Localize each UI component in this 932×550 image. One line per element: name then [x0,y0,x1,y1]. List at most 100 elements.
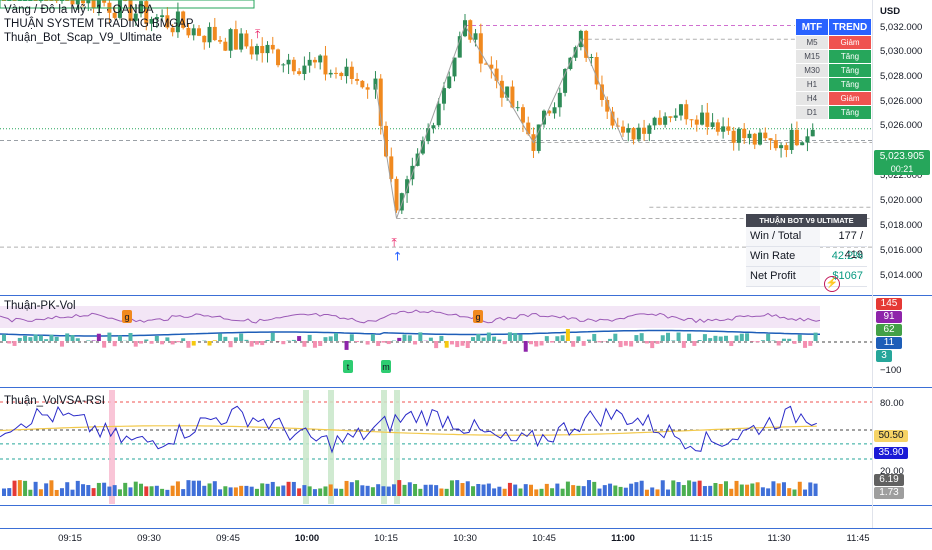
pk-volume-bar [413,341,418,345]
vsa-volume-bar [54,489,59,496]
lightning-icon[interactable]: ⚡ [824,276,840,292]
vsa-volume-bar [102,482,107,496]
pk-signal-label: g [124,312,129,322]
vsa-volume-bar [560,488,565,496]
pk-volume-bar [2,334,6,341]
candle-body [547,110,552,114]
candle-body [207,26,212,43]
candle-body [721,126,726,132]
candle-body [520,107,525,123]
pk-volume-bar [376,341,381,346]
pk-volume-bar [276,341,281,342]
symbol-title[interactable]: Vàng / Đô la Mỹ · 1 · OANDA [4,4,154,16]
vsa-volume-bar [355,480,360,496]
pk-volume-bar [692,341,697,346]
candle-body [710,122,715,127]
vsa-volume-bar [423,484,428,496]
rsi-highlight-zone [328,390,334,504]
vsa-volume-bar [581,486,586,496]
vsa-volume-bar [497,486,502,496]
pk-volume-bar [144,339,149,341]
pk-volume-bar [139,341,144,344]
candle-body [647,125,652,134]
time-tick: 09:30 [137,533,161,544]
pk-volume-bar [776,341,781,346]
pk-volume-bar [307,334,312,341]
candle-body [489,64,494,69]
pk-volume-bar [439,335,444,341]
net-profit-value: $1067 [832,270,863,282]
pk-volume-bar [797,334,802,341]
candle-body [494,68,499,81]
vsa-volume-bar [550,488,555,496]
vsa-volume-bar [49,480,54,496]
vsa-volume-bar [149,486,154,496]
candle-body [175,11,180,33]
candle-body [96,0,101,9]
mtf-tf: M30 [795,63,829,78]
currency-label[interactable]: USD [880,6,901,17]
pk-volume-bar [676,332,681,341]
pk-volume-bar [497,339,502,341]
candle-body [302,65,307,75]
vsa-volume-bar [376,484,381,496]
candle-body [678,104,683,116]
vsa-volume-bar [418,488,423,496]
candle-body [789,129,794,150]
vsa-volume-bar [228,487,233,496]
vsa-volume-bar [70,489,75,496]
candle-body [202,35,207,43]
candle-body [768,138,773,141]
candle-body [218,40,223,42]
pk-volume-bar [112,341,117,347]
pk-volume-bar [397,337,402,341]
candle-body [621,126,625,133]
candle-body [144,1,149,24]
vsa-volume-bar [644,489,649,496]
vsa-volume-bar [492,488,497,496]
candle-body [426,128,431,142]
vsa-volume-bar [565,481,570,496]
mtf-trend: Tăng [828,49,872,64]
pk-volume-bar [697,340,702,341]
pk-volume-bar [571,341,576,347]
pk-volume-bar [465,341,470,349]
vsa-volume-bar [128,487,133,496]
vsa-volume-bar [91,488,96,496]
candle-body [239,33,244,50]
vsa-volume-bar [391,484,396,496]
vsa-volume-bar [23,480,28,496]
vsa-volume-bar [297,488,302,496]
pk-vol-title[interactable]: Thuận-PK-Vol [4,300,76,312]
vsa-volume-bar [196,480,201,496]
pk-volume-bar [218,333,223,341]
vsa-volume-bar [302,485,307,496]
pk-volume-bar [291,339,296,341]
vsa-volume-bar [555,483,560,496]
vsa-volume-bar [307,486,312,496]
candle-body [223,41,228,51]
rsi-title[interactable]: Thuận_VolVSA-RSI [4,395,106,407]
vsa-volume-bar [339,488,344,496]
candle-body [117,0,122,18]
indicator-title-2[interactable]: Thuận_Bot_Scap_V9_Ultimate [4,32,162,44]
candle-body [557,92,562,108]
vsa-volume-bar [349,482,354,496]
pk-signal-label: g [475,312,480,322]
candle-body [626,128,631,133]
vsa-volume-bar [608,483,613,496]
rsi-pane [0,390,872,504]
indicator-title-1[interactable]: THUẬN SYSTEM TRADING BMGAP [4,18,194,30]
price-tick: 5,026.000 [880,120,923,131]
pk-badge: 62 [876,324,902,336]
pk-volume-bar [634,335,639,341]
vsa-volume-bar [434,485,439,496]
candle-body [254,45,259,55]
pk-volume-bar [228,341,233,348]
pk-volume-bar [281,341,286,345]
current-price-tag[interactable]: 5,023.905 [874,150,930,164]
vsa-volume-bar [33,481,38,496]
price-tick: 5,026.000 [880,96,923,107]
mtf-tf: M5 [795,35,829,50]
rsi-tick-80: 80.00 [880,398,904,409]
